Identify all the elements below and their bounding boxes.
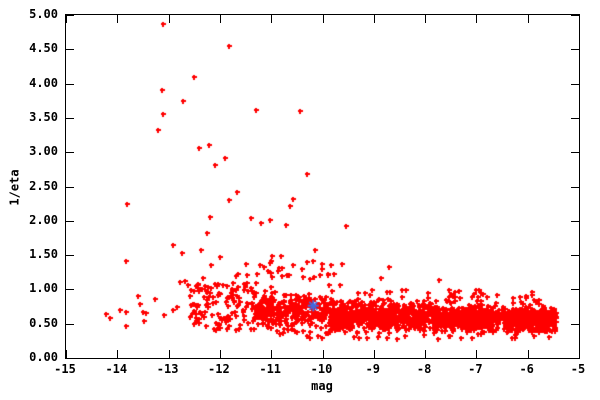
y-axis-title: 1/eta — [7, 169, 22, 206]
tick-mark — [579, 350, 580, 358]
tick-mark — [476, 350, 477, 358]
y-tick-label: 2.50 — [29, 178, 58, 193]
tick-mark — [323, 15, 324, 23]
tick-mark — [220, 15, 221, 23]
x-tick-label: -8 — [416, 362, 432, 376]
x-tick-label: -13 — [156, 362, 179, 376]
y-tick-label: 3.00 — [29, 144, 58, 159]
tick-mark — [571, 84, 579, 85]
x-tick-label: -12 — [208, 362, 230, 376]
tick-mark — [425, 15, 426, 23]
tick-mark — [66, 350, 67, 358]
tick-mark — [66, 15, 67, 23]
tick-mark — [528, 15, 529, 23]
tick-mark — [528, 350, 529, 358]
y-tick-label: 2.00 — [29, 212, 58, 227]
tick-mark — [571, 15, 579, 16]
x-tick-label: -11 — [259, 362, 282, 376]
tick-mark — [66, 152, 74, 153]
tick-mark — [66, 187, 74, 188]
tick-mark — [476, 15, 477, 23]
tick-mark — [579, 15, 580, 23]
tick-mark — [66, 289, 74, 290]
tick-mark — [220, 350, 221, 358]
tick-mark — [66, 49, 74, 50]
tick-mark — [169, 350, 170, 358]
tick-mark — [571, 187, 579, 188]
tick-mark — [571, 255, 579, 256]
y-tick-label: 5.00 — [29, 7, 58, 21]
tick-mark — [571, 49, 579, 50]
y-tick-label: 3.50 — [29, 109, 58, 124]
y-tick-label: 1.50 — [29, 247, 58, 262]
y-tick-label: 0.00 — [29, 350, 58, 364]
x-tick-label: -15 — [54, 362, 76, 376]
tick-mark — [66, 221, 74, 222]
tick-mark — [571, 324, 579, 325]
tick-mark — [66, 358, 74, 359]
x-axis-title: mag — [311, 379, 333, 393]
tick-mark — [571, 221, 579, 222]
x-tick-label: -6 — [519, 362, 534, 376]
plot-area — [65, 14, 580, 359]
tick-mark — [571, 358, 579, 359]
tick-mark — [66, 255, 74, 256]
y-tick-label: 4.00 — [29, 75, 58, 90]
x-tick-label: -14 — [105, 362, 128, 376]
scatter-points-canvas — [66, 15, 579, 358]
tick-mark — [571, 289, 579, 290]
y-tick-label: 0.50 — [29, 315, 58, 330]
y-tick-label: 1.00 — [29, 281, 58, 296]
tick-mark — [271, 350, 272, 358]
tick-mark — [117, 350, 118, 358]
tick-mark — [571, 152, 579, 153]
tick-mark — [323, 350, 324, 358]
tick-mark — [117, 15, 118, 23]
x-tick-label: -10 — [310, 362, 333, 376]
tick-mark — [374, 15, 375, 23]
x-tick-label: -5 — [570, 362, 586, 376]
tick-mark — [271, 15, 272, 23]
tick-mark — [66, 324, 74, 325]
tick-mark — [425, 350, 426, 358]
tick-mark — [66, 84, 74, 85]
tick-mark — [374, 350, 375, 358]
x-tick-label: -7 — [468, 362, 483, 376]
tick-mark — [571, 118, 579, 119]
x-tick-label: -9 — [365, 362, 381, 376]
y-tick-label: 4.50 — [29, 41, 58, 56]
tick-mark — [66, 118, 74, 119]
tick-mark — [66, 15, 74, 16]
tick-mark — [169, 15, 170, 23]
